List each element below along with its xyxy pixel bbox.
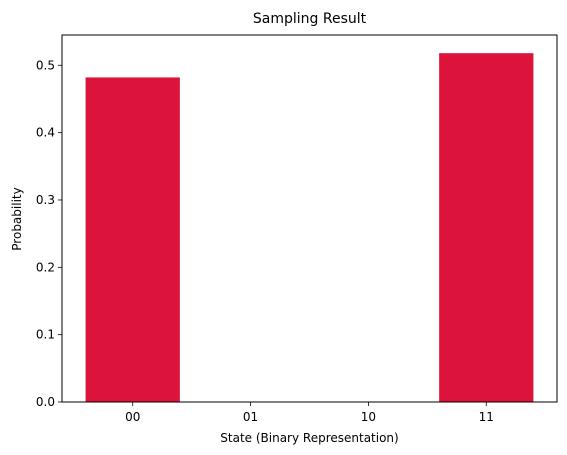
bar-00: [85, 77, 180, 402]
y-tick-label: 0.0: [36, 395, 55, 409]
y-tick-label: 0.2: [36, 260, 55, 274]
y-axis-label: Probability: [10, 187, 24, 250]
chart-title: Sampling Result: [253, 11, 367, 27]
x-tick-label: 11: [479, 410, 494, 424]
y-tick-label: 0.1: [36, 328, 55, 342]
y-tick-label: 0.4: [36, 126, 55, 140]
x-tick-label: 00: [125, 410, 140, 424]
x-tick-label: 01: [243, 410, 258, 424]
plot-frame: [61, 34, 558, 403]
x-tick-label: 10: [361, 410, 376, 424]
y-axis-ticks: 0.0 0.1 0.2 0.3 0.4 0.5: [36, 58, 62, 409]
y-tick-label: 0.3: [36, 193, 55, 207]
x-axis-ticks: 00 01 10 11: [125, 402, 494, 424]
y-tick-label: 0.5: [36, 58, 55, 72]
bars-group: [85, 53, 534, 403]
x-axis-label: State (Binary Representation): [220, 431, 398, 445]
bar-11: [439, 53, 534, 403]
